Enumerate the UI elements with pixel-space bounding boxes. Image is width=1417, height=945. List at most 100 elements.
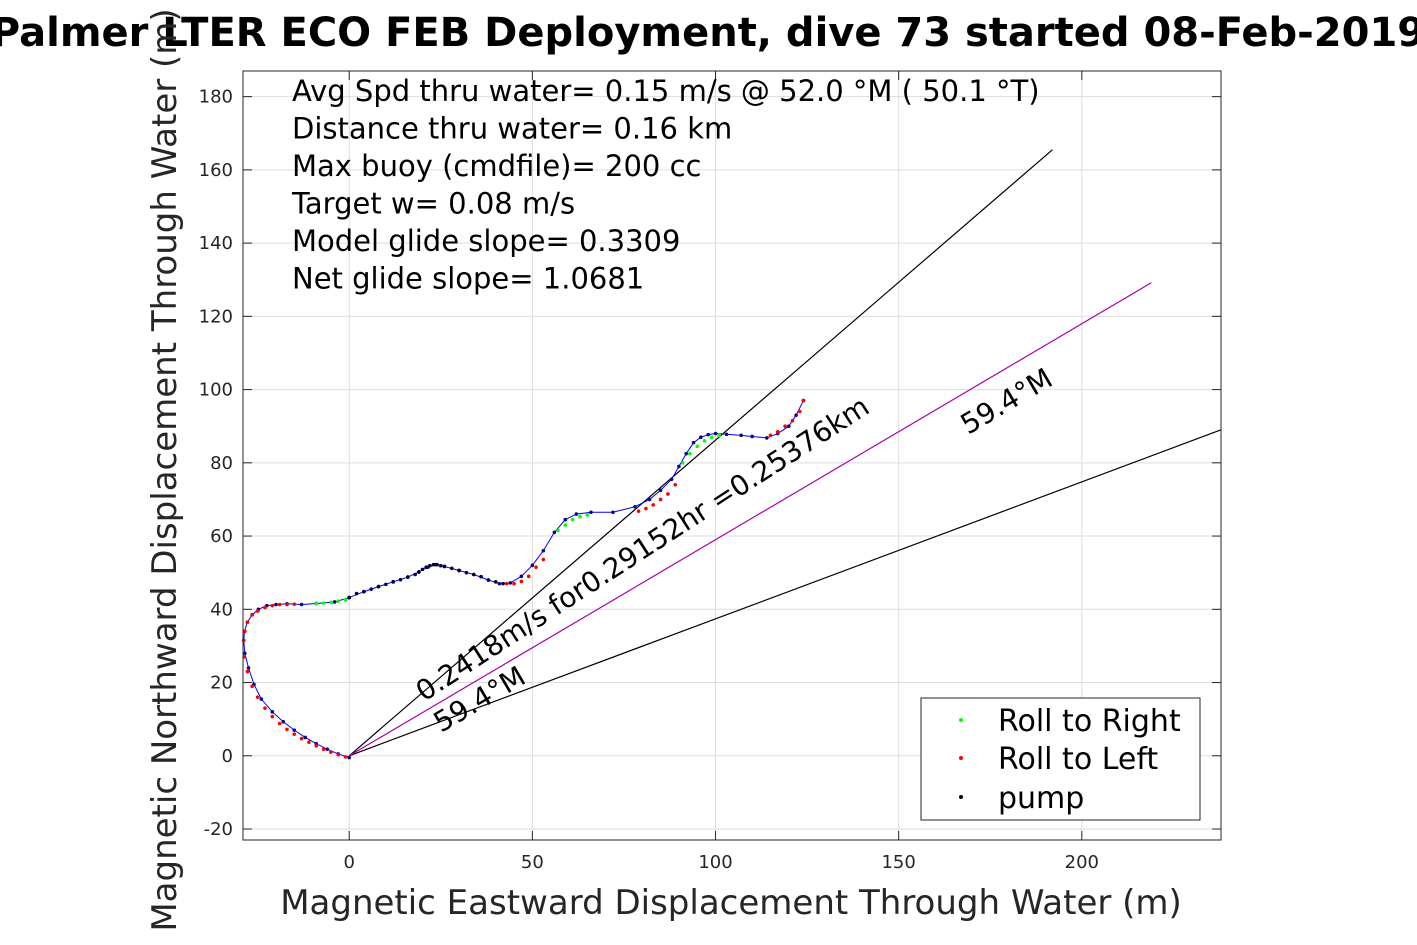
roll-left-point: [512, 581, 516, 586]
roll-right-point: [343, 597, 348, 602]
track-point: [563, 517, 568, 522]
x-tick-label: 100: [698, 852, 732, 873]
roll-right-point: [314, 601, 319, 606]
roll-right-point: [563, 523, 568, 527]
track-point: [764, 436, 769, 440]
axis-ticks: 0 50 100 150 200 -20 0 20 40 60 80 100 120 140 160 180: [199, 71, 1221, 873]
pump-point: [449, 566, 454, 571]
dive-info-text: Avg Spd thru water= 0.15 m/s @ 52.0 °M (…: [291, 74, 1040, 296]
roll-left-point: [263, 605, 267, 610]
y-tick-label: 180: [199, 87, 233, 108]
track-point: [750, 434, 754, 439]
track-point: [497, 581, 502, 586]
track-point: [541, 548, 546, 553]
roll-left-point: [277, 721, 282, 726]
roll-left-point: [673, 482, 678, 487]
roll-right-point: [336, 599, 341, 604]
track-point: [292, 728, 297, 732]
legend-label-roll-left: Roll to Left: [998, 742, 1158, 777]
track-point: [633, 504, 637, 509]
roll-left-point: [534, 565, 538, 569]
track-point: [259, 697, 264, 701]
pump-point: [417, 570, 421, 574]
roll-left-point: [285, 602, 289, 607]
y-axis-label: Magnetic Northward Displacement Through …: [145, 8, 185, 931]
track-point: [739, 433, 743, 438]
roll-left-point: [329, 750, 333, 754]
roll-right-point: [702, 439, 707, 443]
roll-left-point: [768, 433, 773, 438]
legend-marker-roll-right: [959, 718, 963, 722]
roll-left-point: [270, 714, 275, 719]
pump-point: [464, 570, 469, 575]
roll-right-point: [680, 461, 685, 465]
y-tick-label: 100: [199, 380, 233, 401]
x-axis-label: Magnetic Eastward Displacement Through W…: [280, 883, 1182, 923]
track-point: [713, 431, 718, 436]
roll-left-point: [321, 747, 326, 751]
track-point: [508, 581, 513, 585]
x-tick-label: 150: [881, 852, 915, 873]
track-point: [677, 464, 681, 469]
lower-bound-line: [349, 429, 1222, 757]
roll-left-point: [285, 727, 289, 732]
x-tick-label: 200: [1065, 852, 1099, 873]
roll-left-point: [541, 557, 546, 562]
pump-point: [398, 577, 403, 582]
info-line: Target w= 0.08 m/s: [291, 187, 575, 221]
pump-point: [428, 563, 432, 568]
y-tick-label: 140: [199, 233, 233, 254]
track-point: [706, 432, 710, 437]
roll-left-point: [245, 669, 250, 674]
pump-point: [376, 584, 381, 589]
pump-point: [362, 589, 366, 594]
track-point: [691, 440, 696, 445]
track-point: [530, 563, 535, 568]
pump-point: [435, 562, 439, 567]
track-point: [724, 432, 729, 437]
track-point: [303, 735, 308, 740]
track-point: [669, 477, 674, 482]
info-line: Model glide slope= 0.3309: [292, 224, 680, 258]
heading-line: [348, 282, 1152, 757]
info-line: Max buoy (cmdfile)= 200 cc: [292, 149, 701, 183]
glider-track-line: [243, 400, 804, 759]
legend-label-roll-right: Roll to Right: [998, 704, 1181, 739]
roll-left-point: [250, 684, 254, 688]
roll-left-point: [519, 579, 524, 584]
roll-left-point: [775, 429, 780, 434]
roll-left-point: [245, 620, 250, 624]
y-tick-label: 40: [210, 599, 233, 620]
legend-box: [920, 697, 1201, 821]
roll-left-point: [636, 509, 641, 513]
roll-left-point: [255, 695, 260, 699]
heading-annotation-far: 59.4°M: [955, 362, 1058, 441]
track-point: [647, 497, 652, 502]
y-tick-label: -20: [204, 819, 233, 840]
roll-left-point: [263, 706, 267, 710]
pump-point: [424, 565, 428, 569]
x-tick-label: 50: [521, 852, 544, 873]
upper-bound-line: [348, 149, 1053, 757]
track-point: [519, 574, 524, 579]
pump-point: [493, 580, 498, 584]
legend: Roll to Right Roll to Left pump: [920, 697, 1201, 821]
y-tick-label: 80: [210, 453, 233, 474]
roll-left-point: [292, 602, 297, 606]
track-point: [794, 413, 798, 418]
roll-left-point: [241, 638, 246, 643]
track-point: [552, 530, 557, 535]
y-tick-label: 60: [210, 526, 233, 547]
pump-point: [384, 582, 388, 587]
pump-point: [486, 578, 491, 582]
legend-label-pump: pump: [998, 781, 1084, 816]
track-point: [299, 602, 304, 607]
x-tick-label: 0: [343, 852, 354, 873]
pump-point: [347, 595, 352, 600]
roll-left-point: [336, 752, 341, 757]
roll-left-point: [277, 602, 282, 607]
track-point: [246, 666, 251, 670]
roll-left-point: [270, 603, 275, 608]
track-point: [699, 435, 703, 439]
